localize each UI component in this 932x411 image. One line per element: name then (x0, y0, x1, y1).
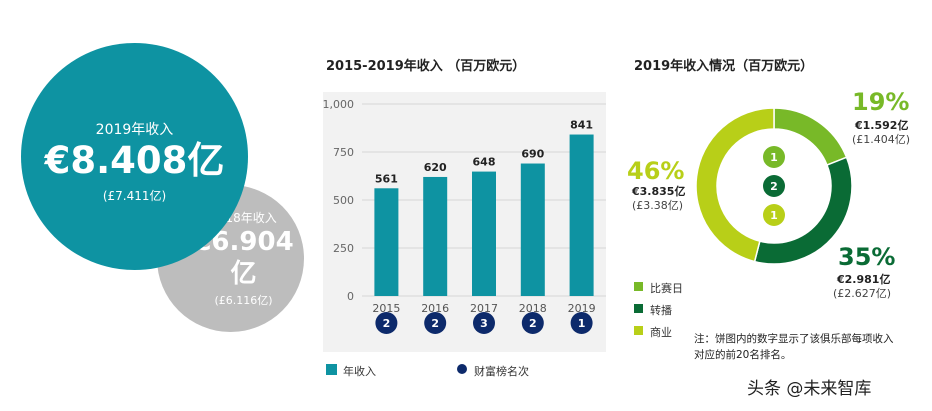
revenue-2019-label: 2019年收入 (95, 122, 174, 138)
x-tick-label: 2017 (470, 302, 498, 315)
bar-value-label: 620 (424, 161, 447, 174)
watermark-text: 头条 @未来智库 (747, 379, 872, 399)
matchday-eur: €1.592亿 (855, 119, 909, 132)
rank-dot (570, 312, 593, 334)
rank-label: 2 (431, 317, 439, 330)
donut-legend-swatch (634, 304, 643, 313)
donut-rank-label: 1 (770, 209, 778, 222)
rank-dot (375, 312, 398, 334)
y-tick-label: 250 (333, 242, 354, 255)
bar-chart-panel (323, 92, 606, 352)
revenue-2019-value: €8.408亿 (44, 139, 225, 182)
revenue-2019-circle: 2019年收入 €8.408亿 (£7.411亿) (21, 43, 248, 270)
y-tick-label: 0 (347, 290, 354, 303)
commercial-eur: €3.835亿 (632, 185, 686, 198)
rank-label: 2 (529, 317, 537, 330)
donut-legend-swatch (634, 282, 643, 291)
donut-rank-circle (763, 204, 785, 226)
commercial-pct: 46% (627, 157, 685, 185)
bar-chart-title: 2015-2019年收入 （百万欧元） (326, 59, 526, 74)
y-tick-label: 500 (333, 194, 354, 207)
donut-note: 注：饼图内的数字显示了该俱乐部每项收入对应的前20名排名。 (694, 333, 894, 361)
revenue-bar (374, 188, 399, 296)
revenue-2018-gbp: (£6.116亿) (214, 294, 273, 307)
legend-revenue-swatch (326, 364, 337, 375)
revenue-2019-gbp: (£7.411亿) (102, 189, 167, 203)
revenue-bar (472, 171, 496, 296)
donut-legend-swatch (634, 326, 643, 335)
matchday-pct: 19% (852, 88, 910, 116)
donut-rank-circle (763, 175, 785, 197)
donut-rank-label: 2 (770, 180, 778, 193)
rank-dot (473, 312, 495, 334)
legend-commercial-label: 商业 (650, 326, 672, 339)
donut-slice (695, 107, 775, 263)
broadcast-eur: €2.981亿 (837, 273, 891, 286)
y-tick-label: 750 (333, 146, 354, 159)
legend-revenue-label: 年收入 (343, 365, 376, 378)
legend-rank-dot (457, 364, 467, 374)
revenue-bar (520, 163, 545, 296)
x-tick-label: 2019 (568, 302, 596, 315)
commercial-gbp: (£3.38亿) (632, 199, 684, 212)
rank-dot (424, 312, 447, 334)
rank-label: 3 (480, 317, 488, 330)
matchday-gbp: (£1.404亿) (852, 133, 911, 146)
donut-rank-circle (763, 146, 785, 168)
rank-label: 2 (383, 317, 391, 330)
x-tick-label: 2015 (372, 302, 400, 315)
bar-value-label: 648 (473, 156, 496, 169)
legend-rank-label: 财富榜名次 (474, 365, 529, 378)
donut-chart-title: 2019年收入情况（百万欧元） (634, 59, 814, 74)
revenue-bar (423, 176, 448, 296)
y-tick-label: 1,000 (323, 98, 355, 111)
rank-dot (521, 312, 544, 334)
x-tick-label: 2018 (519, 302, 547, 315)
revenue-bar (569, 134, 594, 296)
x-tick-label: 2016 (421, 302, 449, 315)
donut-rank-label: 1 (770, 151, 778, 164)
bar-value-label: 841 (570, 119, 593, 132)
broadcast-gbp: (£2.627亿) (833, 287, 892, 300)
bar-value-label: 561 (375, 172, 398, 185)
rank-label: 1 (578, 317, 586, 330)
legend-matchday-label: 比赛日 (650, 282, 683, 295)
legend-broadcast-label: 转播 (650, 304, 672, 317)
broadcast-pct: 35% (838, 243, 896, 271)
bar-value-label: 690 (521, 148, 544, 161)
